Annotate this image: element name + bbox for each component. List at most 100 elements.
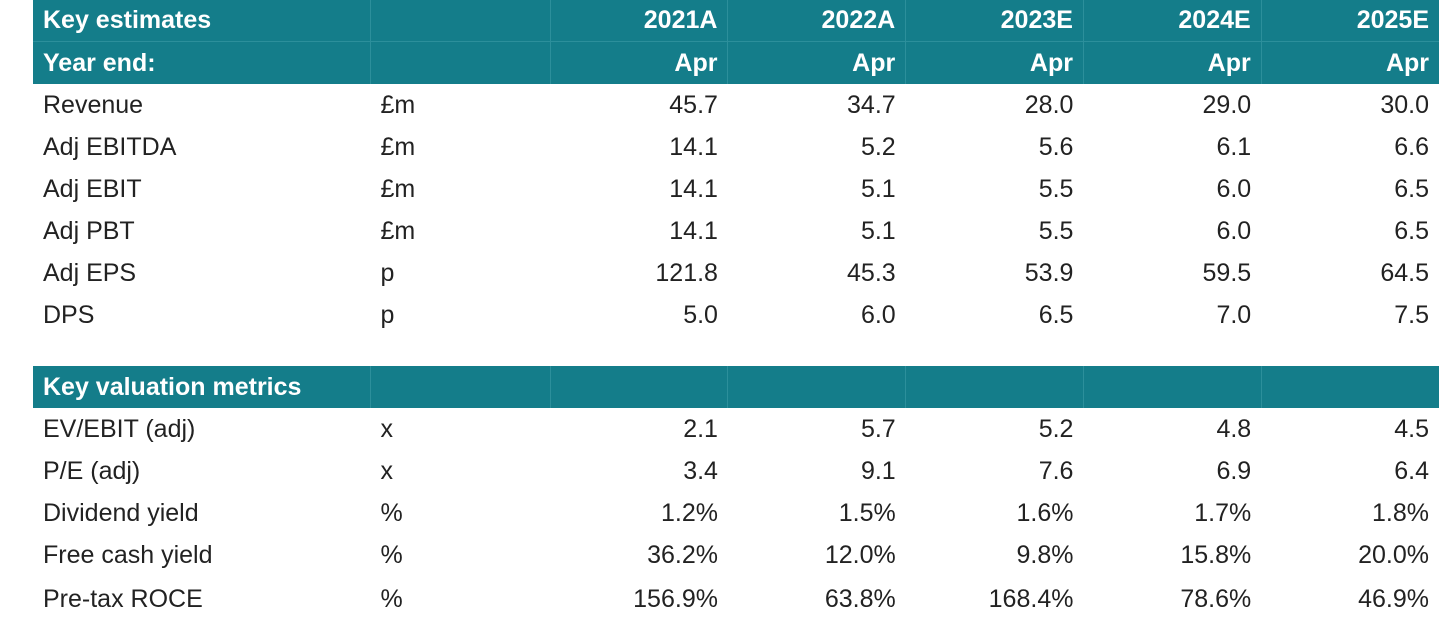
- valuation-header-row: Key valuation metrics: [33, 366, 1439, 408]
- row-unit: £m: [380, 216, 416, 245]
- table-row: Adj PBT £m 14.1 5.1 5.5 6.0 6.5: [33, 210, 1439, 252]
- row-value: 6.1: [1216, 132, 1252, 161]
- row-value: 9.8%: [1016, 540, 1074, 569]
- row-unit: %: [380, 584, 403, 613]
- header-blank-cell: [727, 366, 906, 408]
- row-value: 5.7: [860, 414, 896, 443]
- table-row: Adj EPS p 121.8 45.3 53.9 59.5 64.5: [33, 252, 1439, 294]
- row-value: 1.8%: [1372, 498, 1429, 527]
- row-label: Adj EBITDA: [43, 132, 177, 161]
- table-row: P/E (adj) x 3.4 9.1 7.6 6.9 6.4: [33, 450, 1439, 492]
- estimates-header-row: Key estimates 2021A 2022A 2023E 2024E 20…: [33, 0, 1439, 42]
- row-value: 14.1: [669, 132, 718, 161]
- row-value: 5.2: [1038, 414, 1074, 443]
- row-value: 6.5: [1394, 216, 1429, 245]
- row-value: 1.6%: [1016, 498, 1074, 527]
- table-row: Free cash yield % 36.2% 12.0% 9.8% 15.8%…: [33, 534, 1439, 576]
- row-value: 6.9: [1216, 456, 1252, 485]
- year-end-header-row: Year end: Apr Apr Apr Apr Apr: [33, 41, 1439, 84]
- row-value: 1.2%: [660, 498, 718, 527]
- row-value: 5.2: [860, 132, 896, 161]
- row-value: 7.6: [1038, 456, 1074, 485]
- header-blank-cell: [369, 366, 551, 408]
- header-blank-cell: [1082, 366, 1262, 408]
- table-row: Revenue £m 45.7 34.7 28.0 29.0 30.0: [33, 84, 1439, 126]
- row-value: 5.1: [860, 174, 896, 203]
- row-label: Adj PBT: [43, 216, 135, 245]
- header-blank-cell: [1260, 366, 1439, 408]
- row-value: 5.1: [860, 216, 896, 245]
- row-value: 30.0: [1380, 90, 1429, 119]
- row-label: Pre-tax ROCE: [43, 584, 203, 613]
- month-header: Apr: [905, 41, 1084, 84]
- row-value: 2.1: [683, 414, 718, 443]
- row-unit: x: [380, 456, 393, 485]
- year-header-2024: 2024E: [1082, 0, 1262, 42]
- row-value: 64.5: [1380, 258, 1429, 287]
- row-value: 3.4: [683, 456, 718, 485]
- row-label: Free cash yield: [43, 540, 213, 569]
- row-value: 28.0: [1024, 90, 1074, 119]
- row-value: 7.5: [1394, 300, 1429, 329]
- row-value: 34.7: [847, 90, 896, 119]
- row-value: 1.5%: [838, 498, 896, 527]
- row-unit: %: [380, 498, 403, 527]
- row-value: 45.7: [669, 90, 718, 119]
- row-value: 6.0: [860, 300, 896, 329]
- table-row: Adj EBIT £m 14.1 5.1 5.5 6.0 6.5: [33, 168, 1439, 210]
- row-label: EV/EBIT (adj): [43, 414, 196, 443]
- row-value: 5.5: [1038, 174, 1074, 203]
- table-row: Pre-tax ROCE % 156.9% 63.8% 168.4% 78.6%…: [33, 576, 1439, 622]
- row-value: 6.0: [1216, 174, 1252, 203]
- row-value: 9.1: [860, 456, 896, 485]
- row-label: DPS: [43, 300, 95, 329]
- row-label: Adj EPS: [43, 258, 137, 287]
- row-value: 7.0: [1216, 300, 1252, 329]
- row-value: 20.0%: [1358, 540, 1429, 569]
- row-unit: £m: [380, 90, 416, 119]
- row-value: 14.1: [669, 174, 718, 203]
- row-label: Adj EBIT: [43, 174, 142, 203]
- row-unit: £m: [380, 174, 416, 203]
- row-value: 6.5: [1038, 300, 1074, 329]
- row-value: 14.1: [669, 216, 718, 245]
- row-value: 45.3: [847, 258, 896, 287]
- row-value: 1.7%: [1194, 498, 1252, 527]
- row-value: 78.6%: [1180, 584, 1252, 613]
- month-header: Apr: [727, 41, 906, 84]
- header-blank-cell: [369, 41, 551, 84]
- table-row: Dividend yield % 1.2% 1.5% 1.6% 1.7% 1.8…: [33, 492, 1439, 534]
- row-value: 63.8%: [824, 584, 896, 613]
- row-value: 4.5: [1394, 414, 1429, 443]
- row-label: P/E (adj): [43, 456, 141, 485]
- row-unit: p: [380, 258, 395, 287]
- row-value: 121.8: [655, 258, 718, 287]
- table-row: Adj EBITDA £m 14.1 5.2 5.6 6.1 6.6: [33, 126, 1439, 168]
- table-row: EV/EBIT (adj) x 2.1 5.7 5.2 4.8 4.5: [33, 408, 1439, 450]
- row-unit: %: [380, 540, 403, 569]
- row-unit: p: [380, 300, 395, 329]
- row-label: Revenue: [43, 90, 144, 119]
- header-blank-cell: [905, 366, 1084, 408]
- valuation-title: Key valuation metrics: [33, 366, 371, 408]
- month-header: Apr: [1260, 41, 1439, 84]
- estimates-title: Key estimates: [33, 0, 371, 42]
- row-value: 29.0: [1202, 90, 1252, 119]
- year-end-label: Year end:: [33, 41, 371, 84]
- row-value: 36.2%: [647, 540, 718, 569]
- row-value: 53.9: [1024, 258, 1074, 287]
- row-label: Dividend yield: [43, 498, 199, 527]
- month-header: Apr: [549, 41, 728, 84]
- section-spacer: [33, 336, 1439, 366]
- row-value: 5.5: [1038, 216, 1074, 245]
- year-header-2023: 2023E: [905, 0, 1084, 42]
- year-header-2021: 2021A: [549, 0, 728, 42]
- row-value: 156.9%: [633, 584, 718, 613]
- header-blank-cell: [369, 0, 551, 42]
- row-value: 6.4: [1394, 456, 1429, 485]
- row-value: 6.0: [1216, 216, 1252, 245]
- row-value: 6.6: [1394, 132, 1429, 161]
- month-header: Apr: [1082, 41, 1262, 84]
- row-unit: £m: [380, 132, 416, 161]
- key-estimates-table: Key estimates 2021A 2022A 2023E 2024E 20…: [33, 0, 1439, 622]
